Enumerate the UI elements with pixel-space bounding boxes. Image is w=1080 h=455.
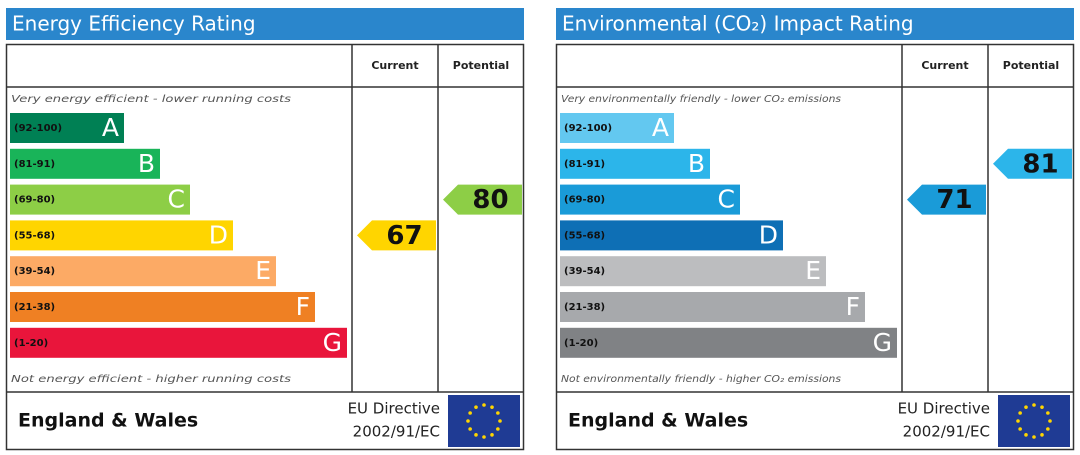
eu-star <box>1040 405 1044 409</box>
eu-star <box>1032 403 1036 407</box>
title-bar <box>6 8 524 40</box>
band-range: (69-80) <box>564 195 605 206</box>
band-range: (21-38) <box>564 302 605 313</box>
band-bar <box>10 220 233 251</box>
footer-code: 2002/91/EC <box>903 423 990 441</box>
frame <box>5 43 525 451</box>
footer-region: England & Wales <box>18 410 198 432</box>
band-bar <box>560 148 710 179</box>
eu-flag <box>998 395 1070 447</box>
title-bar <box>556 8 1074 40</box>
eu-star <box>1046 411 1050 415</box>
eu-star <box>1024 433 1028 437</box>
band-range: (21-38) <box>14 302 55 313</box>
footer-directive: EU Directive <box>898 400 990 418</box>
band-letter: G <box>873 328 892 357</box>
eu-star <box>1016 419 1020 423</box>
band-letter: C <box>718 185 735 214</box>
rating-arrow <box>443 184 522 215</box>
eu-star <box>490 433 494 437</box>
band-bar <box>10 184 190 215</box>
rating-panel: Energy Efficiency Rating Current Potential… <box>5 8 525 451</box>
bottom-note: Not environmentally friendly - higher CO… <box>561 374 841 385</box>
rating-value: 71 <box>936 185 972 215</box>
frame <box>555 43 1075 451</box>
rating-arrow <box>993 148 1072 179</box>
eu-star <box>482 403 486 407</box>
top-note: Very environmentally friendly - lower CO… <box>561 94 841 105</box>
column-header: Current <box>371 59 418 72</box>
band-letter: E <box>805 256 821 285</box>
eu-star <box>1018 411 1022 415</box>
band-range: (69-80) <box>14 195 55 206</box>
eu-flag <box>448 395 520 447</box>
eu-star <box>474 433 478 437</box>
band-letter: C <box>168 185 185 214</box>
rating-value: 81 <box>1022 149 1058 179</box>
band-bar <box>560 292 865 322</box>
band-letter: A <box>652 113 669 142</box>
eu-star <box>1018 427 1022 431</box>
eu-star <box>1032 435 1036 439</box>
band-bar <box>560 256 826 287</box>
footer-directive: EU Directive <box>348 400 440 418</box>
band-range: (55-68) <box>14 230 55 241</box>
rating-arrow <box>357 220 436 251</box>
band-letter: B <box>688 149 705 178</box>
band-bar <box>560 220 783 251</box>
band-letter: E <box>255 256 271 285</box>
band-range: (92-100) <box>564 123 612 134</box>
eu-star <box>498 419 502 423</box>
top-note: Very energy efficient - lower running co… <box>11 94 291 105</box>
band-letter: F <box>846 292 860 321</box>
band-range: (55-68) <box>564 230 605 241</box>
eu-star <box>468 427 472 431</box>
eu-star <box>474 405 478 409</box>
column-header: Current <box>921 59 968 72</box>
band-range: (81-91) <box>564 159 605 170</box>
footer-region: England & Wales <box>568 410 748 432</box>
band-range: (39-54) <box>564 266 605 277</box>
panel-title: Energy Efficiency Rating <box>12 12 256 36</box>
band-bar <box>10 113 124 143</box>
eu-star <box>490 405 494 409</box>
rating-arrow <box>907 184 986 215</box>
band-range: (1-20) <box>14 338 48 349</box>
band-range: (81-91) <box>14 159 55 170</box>
column-header: Potential <box>1003 59 1059 72</box>
eu-star <box>1046 427 1050 431</box>
eu-star <box>1040 433 1044 437</box>
eu-star <box>466 419 470 423</box>
band-range: (39-54) <box>14 266 55 277</box>
band-bar <box>10 256 276 287</box>
band-letter: F <box>296 292 310 321</box>
band-bar <box>10 292 315 322</box>
band-range: (1-20) <box>564 338 598 349</box>
footer-code: 2002/91/EC <box>353 423 440 441</box>
band-letter: D <box>759 220 778 249</box>
band-letter: G <box>323 328 342 357</box>
rating-value: 67 <box>386 221 422 251</box>
bottom-note: Not energy efficient - higher running co… <box>11 374 291 385</box>
band-bar <box>10 327 347 358</box>
column-header: Potential <box>453 59 509 72</box>
band-letter: B <box>138 149 155 178</box>
band-bar <box>560 113 674 143</box>
eu-star <box>1024 405 1028 409</box>
eu-star <box>1048 419 1052 423</box>
band-bar <box>560 327 897 358</box>
panel-title: Environmental (CO₂) Impact Rating <box>562 12 914 36</box>
eu-star <box>496 411 500 415</box>
eu-star <box>496 427 500 431</box>
rating-value: 80 <box>472 185 508 215</box>
rating-panel: Environmental (CO₂) Impact Rating Current… <box>555 8 1075 451</box>
eu-star <box>482 435 486 439</box>
band-bar <box>10 148 160 179</box>
band-range: (92-100) <box>14 123 62 134</box>
band-letter: A <box>102 113 119 142</box>
band-letter: D <box>209 220 228 249</box>
eu-star <box>468 411 472 415</box>
band-bar <box>560 184 740 215</box>
